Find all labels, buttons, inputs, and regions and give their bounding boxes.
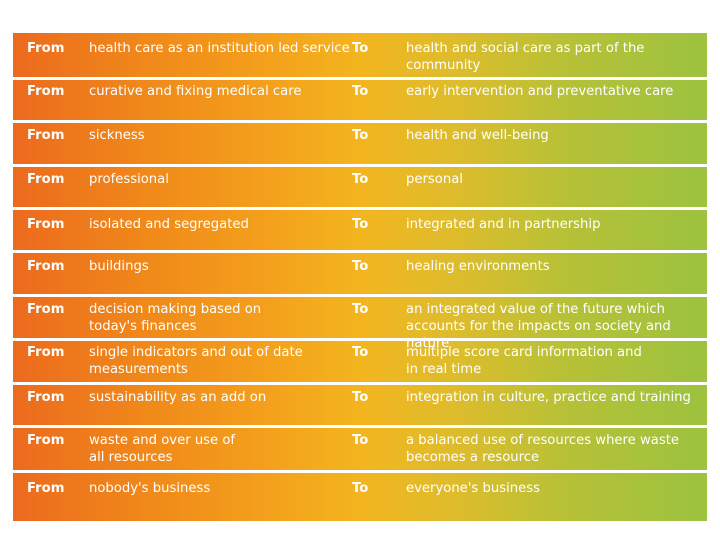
to-text: multiple score card information and in r… — [406, 345, 642, 377]
from-label: From — [27, 302, 65, 317]
row-divider — [13, 425, 707, 428]
to-text: early intervention and preventative care — [406, 84, 674, 99]
from-text: curative and fixing medical care — [89, 84, 302, 99]
from-label: From — [27, 433, 65, 448]
to-label: To — [352, 172, 369, 187]
from-text: health care as an institution led servic… — [89, 41, 350, 56]
to-label: To — [352, 345, 369, 360]
from-text: sickness — [89, 128, 145, 143]
to-label: To — [352, 481, 369, 496]
from-label: From — [27, 390, 65, 405]
row-divider — [13, 470, 707, 473]
row-divider — [13, 120, 707, 123]
from-label: From — [27, 41, 65, 56]
to-text: a balanced use of resources where waste … — [406, 433, 680, 465]
to-text: healing environments — [406, 259, 550, 274]
to-label: To — [352, 128, 369, 143]
row-divider — [13, 250, 707, 253]
from-label: From — [27, 217, 65, 232]
to-label: To — [352, 433, 369, 448]
from-text: buildings — [89, 259, 149, 274]
to-label: To — [352, 84, 369, 99]
from-text: sustainability as an add on — [89, 390, 267, 405]
to-text: health and well-being — [406, 128, 549, 143]
to-label: To — [352, 41, 369, 56]
from-text: decision making based on today's finance… — [89, 302, 262, 334]
to-text: integrated and in partnership — [406, 217, 601, 232]
to-text: an integrated value of the future which … — [406, 302, 671, 351]
from-label: From — [27, 481, 65, 496]
to-text: personal — [406, 172, 463, 187]
from-text: single indicators and out of date measur… — [89, 345, 303, 377]
to-text: integration in culture, practice and tra… — [406, 390, 691, 405]
to-label: To — [352, 259, 369, 274]
from-text: waste and over use of all resources — [89, 433, 236, 465]
to-label: To — [352, 390, 369, 405]
to-text: health and social care as part of the co… — [406, 41, 645, 73]
from-to-table: From health care as an institution led s… — [13, 33, 707, 521]
to-label: To — [352, 217, 369, 232]
row-divider — [13, 294, 707, 297]
from-label: From — [27, 345, 65, 360]
to-text: everyone's business — [406, 481, 540, 496]
row-divider — [13, 77, 707, 80]
from-label: From — [27, 128, 65, 143]
row-divider — [13, 207, 707, 210]
from-text: professional — [89, 172, 169, 187]
from-text: nobody's business — [89, 481, 211, 496]
from-label: From — [27, 172, 65, 187]
row-divider — [13, 164, 707, 167]
from-label: From — [27, 259, 65, 274]
from-label: From — [27, 84, 65, 99]
from-text: isolated and segregated — [89, 217, 249, 232]
to-label: To — [352, 302, 369, 317]
row-divider — [13, 338, 707, 341]
row-divider — [13, 382, 707, 385]
